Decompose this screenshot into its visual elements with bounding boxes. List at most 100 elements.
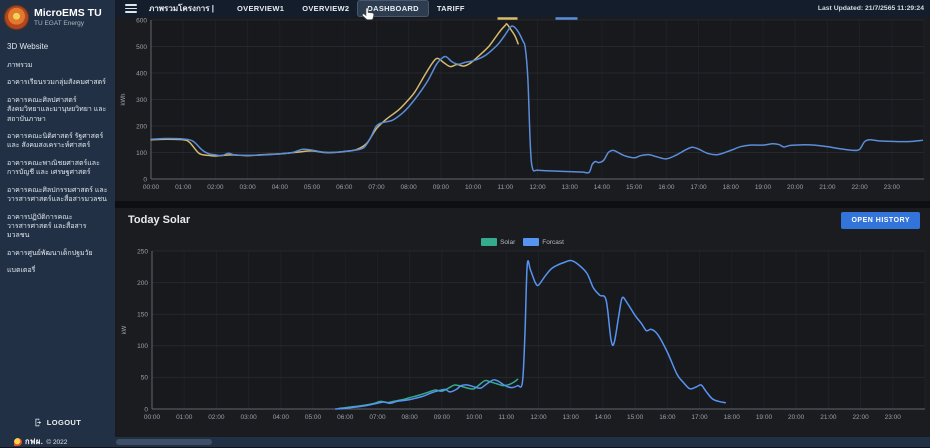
- forecast-legend-swatch: [523, 238, 540, 246]
- open-history-button[interactable]: OPEN HISTORY: [841, 212, 920, 229]
- svg-text:15:00: 15:00: [627, 414, 644, 421]
- sidebar-item-commerce-building[interactable]: อาคารคณะพาณิชยศาสตร์และการบัญชี และ เศรษ…: [7, 159, 100, 177]
- hamburger-menu-icon[interactable]: [125, 4, 137, 13]
- svg-text:20:00: 20:00: [788, 414, 805, 421]
- svg-text:02:00: 02:00: [207, 184, 224, 191]
- svg-text:18:00: 18:00: [723, 184, 740, 191]
- sidebar-item-journalism-building[interactable]: อาคารปฏิบัติการคณะวารสารศาสตร์ และสื่อสา…: [7, 213, 87, 240]
- svg-text:0: 0: [144, 406, 148, 413]
- sidebar-item-fine-arts-building[interactable]: อาคารคณะศิลปกรรมศาสตร์ และวารสารศาสตร์แล…: [7, 186, 108, 204]
- tab-overview2[interactable]: OVERVIEW2: [302, 4, 350, 13]
- svg-text:16:00: 16:00: [659, 414, 676, 421]
- topbar: ภาพรวมโครงการ | OVERVIEW1 OVERVIEW2 DASH…: [115, 0, 930, 17]
- svg-text:07:00: 07:00: [369, 414, 386, 421]
- tab-dashboard[interactable]: DASHBOARD: [358, 1, 428, 16]
- svg-text:100: 100: [137, 343, 148, 350]
- last-updated-text: Last Updated: 21/7/2565 11:29:24: [817, 5, 924, 12]
- logout-button[interactable]: LOGOUT: [0, 418, 115, 427]
- svg-text:19:00: 19:00: [755, 184, 772, 191]
- solar-panel: 0 50 100 150 200 250 00:00 01:00 02:00 03:00 04:00…: [115, 208, 930, 437]
- sidebar-menu: 3D Website ภาพรวม อาคารเรียนรวมกลุ่มสังค…: [0, 36, 115, 282]
- solar-panel-title: Today Solar: [128, 214, 191, 226]
- legend-item-solar[interactable]: Solar: [481, 238, 515, 246]
- svg-text:17:00: 17:00: [691, 414, 708, 421]
- svg-text:11:00: 11:00: [498, 414, 514, 421]
- sidebar-item-overview[interactable]: ภาพรวม: [7, 61, 33, 69]
- svg-text:01:00: 01:00: [175, 184, 192, 191]
- svg-text:00:00: 00:00: [143, 184, 160, 191]
- svg-text:22:00: 22:00: [851, 184, 868, 191]
- legend-item-forecast[interactable]: Forcast: [523, 238, 564, 246]
- svg-text:15:00: 15:00: [626, 184, 643, 191]
- svg-text:22:00: 22:00: [852, 414, 869, 421]
- svg-text:kW: kW: [122, 325, 128, 334]
- svg-text:13:00: 13:00: [563, 414, 580, 421]
- footer-brand-text: กฟผ.: [25, 437, 44, 446]
- project-overview-label: ภาพรวมโครงการ |: [149, 4, 215, 13]
- footer-bar: กฟผ. © 2022: [0, 437, 930, 447]
- svg-text:kWh: kWh: [121, 94, 127, 106]
- svg-text:200: 200: [136, 123, 147, 130]
- svg-text:03:00: 03:00: [239, 184, 256, 191]
- tab-tariff[interactable]: TARIFF: [436, 4, 465, 13]
- svg-text:500: 500: [136, 44, 147, 51]
- svg-text:10:00: 10:00: [465, 184, 482, 191]
- app-logo-icon: [4, 5, 29, 30]
- sidebar: MicroEMS TU TU EGAT Energy 3D Website ภา…: [0, 0, 115, 437]
- load-chart-panel: 0 100 200 300 400 500 600 00:00 01:00 02:00 03:00 0…: [115, 17, 930, 201]
- solar-legend-swatch: [481, 238, 498, 246]
- sidebar-item-social-sciences-building[interactable]: อาคารเรียนรวมกลุ่มสังคมศาสตร์: [7, 79, 106, 87]
- svg-text:21:00: 21:00: [819, 184, 836, 191]
- svg-text:400: 400: [136, 70, 147, 77]
- svg-text:05:00: 05:00: [304, 184, 321, 191]
- sidebar-item-3d-website[interactable]: 3D Website: [7, 42, 49, 51]
- svg-text:09:00: 09:00: [434, 414, 451, 421]
- svg-text:250: 250: [137, 248, 148, 255]
- svg-text:100: 100: [136, 150, 147, 157]
- svg-text:23:00: 23:00: [885, 414, 902, 421]
- svg-text:14:00: 14:00: [595, 414, 612, 421]
- app-subtitle: TU EGAT Energy: [34, 19, 84, 27]
- brand: MicroEMS TU TU EGAT Energy: [0, 0, 115, 36]
- svg-text:50: 50: [141, 375, 149, 382]
- svg-text:04:00: 04:00: [272, 184, 289, 191]
- svg-text:200: 200: [137, 280, 148, 287]
- svg-text:08:00: 08:00: [401, 184, 418, 191]
- svg-text:05:00: 05:00: [305, 414, 322, 421]
- load-chart[interactable]: 0 100 200 300 400 500 600 00:00 01:00 02:00 03:00 0…: [115, 17, 930, 201]
- svg-text:06:00: 06:00: [337, 414, 354, 421]
- tab-overview1[interactable]: OVERVIEW1: [237, 4, 285, 13]
- egat-logo-icon: [14, 438, 22, 446]
- svg-text:13:00: 13:00: [562, 184, 579, 191]
- panel-divider: [115, 201, 930, 208]
- sidebar-item-law-building[interactable]: อาคารคณะนิติศาสตร์ รัฐศาสตร์ และ สังคมสง…: [7, 132, 104, 150]
- svg-text:07:00: 07:00: [368, 184, 385, 191]
- svg-text:18:00: 18:00: [724, 414, 741, 421]
- solar-legend-label: Solar: [500, 238, 516, 246]
- svg-text:17:00: 17:00: [690, 184, 707, 191]
- sidebar-item-liberal-arts-building[interactable]: อาคารคณะศิลปศาสตร์ สังคมวิทยาและมานุษยวิ…: [7, 96, 107, 123]
- horizontal-scrollbar-thumb[interactable]: [116, 439, 212, 445]
- svg-text:04:00: 04:00: [273, 414, 290, 421]
- svg-text:10:00: 10:00: [466, 414, 483, 421]
- app-title: MicroEMS TU: [34, 7, 102, 20]
- svg-text:21:00: 21:00: [820, 414, 837, 421]
- forecast-legend-label: Forcast: [542, 238, 564, 246]
- svg-text:0: 0: [143, 176, 147, 183]
- footer-year-text: © 2022: [46, 438, 68, 446]
- sidebar-item-child-dev-building[interactable]: อาคารศูนย์พัฒนาเด็กปฐมวัย: [7, 249, 93, 257]
- svg-text:09:00: 09:00: [433, 184, 450, 191]
- svg-text:11:00: 11:00: [497, 184, 513, 191]
- logout-icon: [35, 418, 41, 427]
- sidebar-item-battery[interactable]: แบตเตอรี่: [7, 267, 36, 275]
- svg-text:150: 150: [137, 312, 148, 319]
- svg-text:16:00: 16:00: [658, 184, 675, 191]
- solar-chart-legend: Solar Forcast: [115, 238, 930, 246]
- svg-text:03:00: 03:00: [240, 414, 257, 421]
- svg-text:01:00: 01:00: [176, 414, 193, 421]
- svg-text:08:00: 08:00: [402, 414, 419, 421]
- svg-text:14:00: 14:00: [594, 184, 611, 191]
- svg-text:19:00: 19:00: [756, 414, 773, 421]
- solar-chart[interactable]: 0 50 100 150 200 250 00:00 01:00 02:00 03:00 04:00…: [115, 208, 930, 437]
- svg-text:12:00: 12:00: [530, 414, 547, 421]
